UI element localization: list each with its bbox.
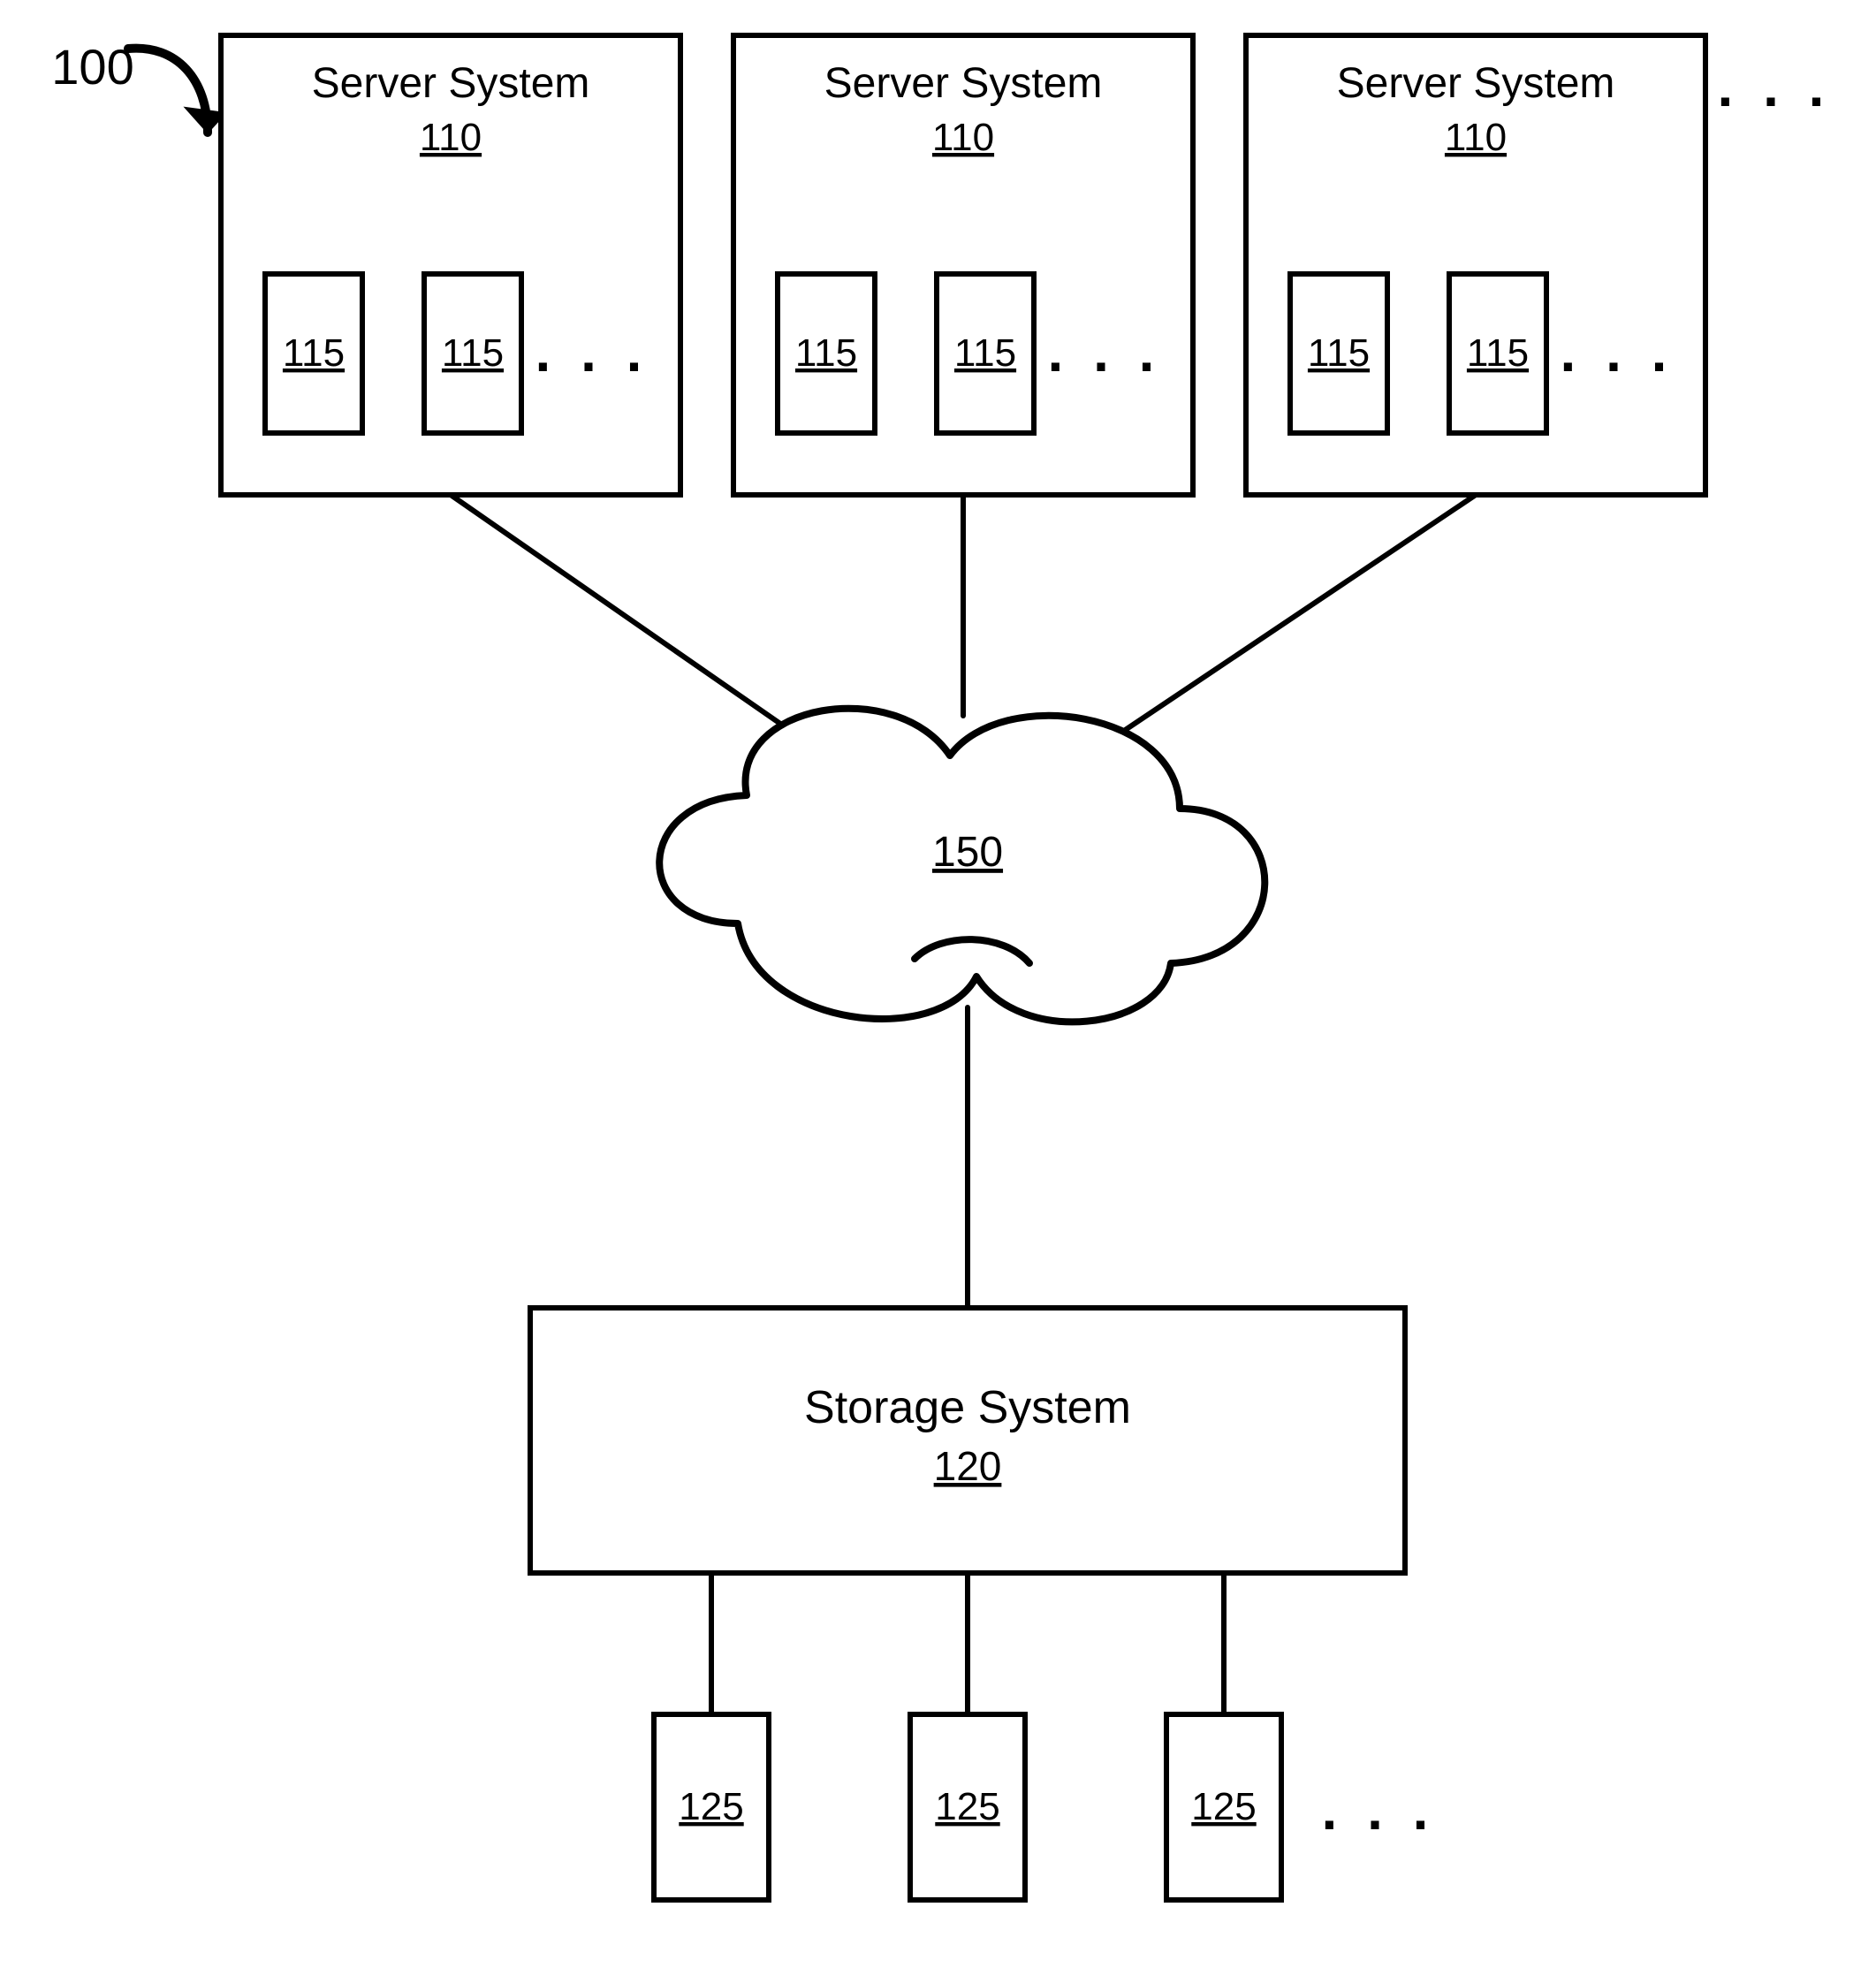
edge (1113, 495, 1476, 738)
disk-ref: 125 (679, 1785, 743, 1828)
server-system-title: Server System (1337, 60, 1615, 107)
ellipsis-icon: . . . (1322, 1778, 1436, 1842)
edge (451, 495, 826, 756)
storage-system-ref: 120 (934, 1443, 1002, 1489)
figure-reference-label: 100 (51, 39, 133, 95)
ellipsis-icon: . . . (1561, 320, 1675, 384)
disk-ref: 125 (935, 1785, 999, 1828)
storage-system-box (530, 1308, 1405, 1573)
ellipsis-icon: . . . (1718, 55, 1832, 118)
server-item-ref: 115 (1308, 331, 1370, 375)
storage-system-title: Storage System (804, 1382, 1131, 1433)
server-system-ref: 110 (932, 116, 994, 159)
server-item-ref: 115 (442, 331, 504, 375)
server-system-ref: 110 (1445, 116, 1507, 159)
server-item-ref: 115 (954, 331, 1016, 375)
server-system-title: Server System (312, 60, 590, 107)
server-system-title: Server System (824, 60, 1103, 107)
ellipsis-icon: . . . (1048, 320, 1162, 384)
server-item-ref: 115 (1467, 331, 1529, 375)
server-item-ref: 115 (795, 331, 857, 375)
cloud-ref: 150 (932, 829, 1003, 876)
ellipsis-icon: . . . (535, 320, 649, 384)
disk-ref: 125 (1191, 1785, 1256, 1828)
server-item-ref: 115 (283, 331, 345, 375)
server-system-ref: 110 (420, 116, 482, 159)
